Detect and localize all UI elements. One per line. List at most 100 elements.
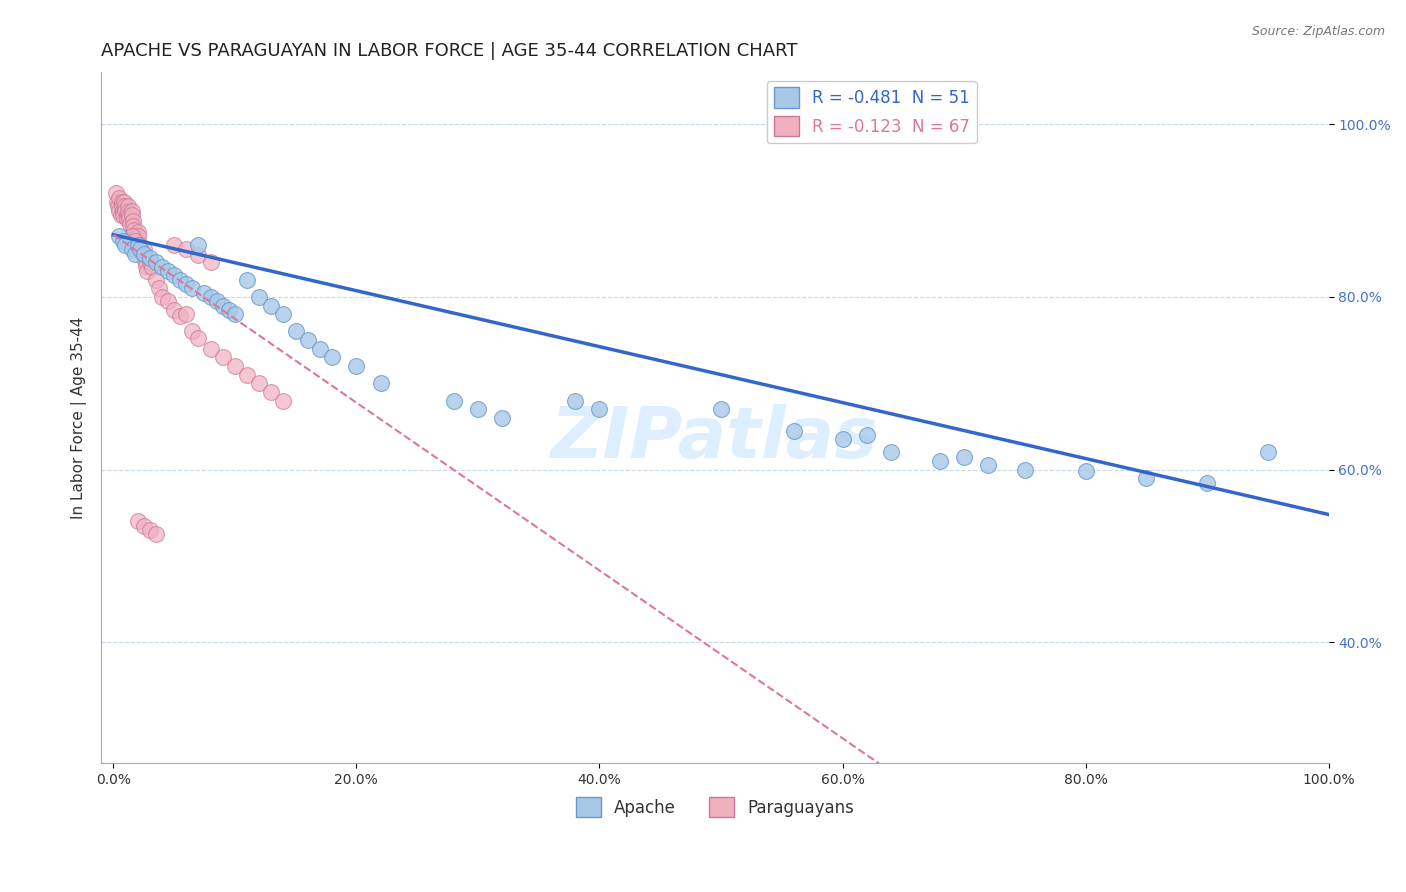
Point	[856, 428, 879, 442]
Point	[150, 260, 173, 274]
Point	[110, 208, 132, 222]
Point	[1197, 475, 1219, 490]
Point	[1014, 462, 1036, 476]
Point	[105, 194, 128, 209]
Point	[129, 240, 152, 254]
Point	[127, 229, 149, 244]
Point	[174, 307, 197, 321]
Point	[141, 260, 163, 274]
Point	[129, 245, 152, 260]
Point	[247, 376, 270, 391]
Point	[132, 248, 155, 262]
Point	[309, 342, 332, 356]
Point	[297, 333, 319, 347]
Point	[121, 229, 143, 244]
Point	[247, 290, 270, 304]
Point	[145, 527, 167, 541]
Point	[121, 203, 143, 218]
Point	[169, 309, 191, 323]
Point	[121, 208, 143, 222]
Point	[1257, 445, 1279, 459]
Point	[124, 246, 146, 260]
Point	[127, 238, 149, 252]
Point	[200, 255, 222, 269]
Point	[236, 368, 259, 382]
Point	[284, 325, 307, 339]
Point	[134, 253, 156, 268]
Point	[145, 272, 167, 286]
Point	[111, 194, 134, 209]
Point	[928, 454, 950, 468]
Point	[124, 227, 146, 242]
Point	[321, 351, 343, 365]
Point	[831, 433, 853, 447]
Point	[260, 299, 283, 313]
Point	[150, 290, 173, 304]
Point	[120, 217, 142, 231]
Point	[783, 424, 806, 438]
Point	[224, 359, 246, 373]
Point	[115, 212, 138, 227]
Point	[112, 194, 135, 209]
Point	[104, 186, 127, 201]
Point	[273, 393, 295, 408]
Point	[193, 285, 215, 300]
Point	[139, 251, 162, 265]
Point	[121, 219, 143, 233]
Point	[114, 238, 136, 252]
Point	[117, 205, 139, 219]
Point	[163, 238, 186, 252]
Point	[107, 199, 129, 213]
Point	[127, 515, 149, 529]
Point	[880, 445, 903, 459]
Point	[132, 243, 155, 257]
Point	[174, 243, 197, 257]
Point	[181, 281, 204, 295]
Point	[156, 264, 179, 278]
Point	[108, 203, 131, 218]
Point	[187, 238, 209, 252]
Legend: Apache, Paraguayans: Apache, Paraguayans	[569, 790, 860, 824]
Point	[211, 299, 233, 313]
Point	[181, 325, 204, 339]
Point	[1074, 464, 1097, 478]
Point	[115, 208, 138, 222]
Point	[163, 302, 186, 317]
Point	[491, 410, 513, 425]
Point	[114, 199, 136, 213]
Point	[129, 238, 152, 252]
Point	[224, 307, 246, 321]
Point	[132, 518, 155, 533]
Point	[108, 191, 131, 205]
Point	[111, 199, 134, 213]
Point	[163, 268, 186, 283]
Text: Source: ZipAtlas.com: Source: ZipAtlas.com	[1251, 25, 1385, 38]
Point	[156, 294, 179, 309]
Point	[467, 402, 489, 417]
Point	[111, 234, 134, 248]
Point	[125, 234, 148, 248]
Point	[211, 351, 233, 365]
Point	[370, 376, 392, 391]
Point	[121, 214, 143, 228]
Point	[260, 384, 283, 399]
Point	[121, 243, 143, 257]
Point	[111, 203, 134, 218]
Point	[111, 208, 134, 222]
Point	[128, 238, 150, 252]
Point	[953, 450, 976, 464]
Point	[108, 229, 131, 244]
Point	[124, 234, 146, 248]
Point	[136, 264, 159, 278]
Point	[145, 255, 167, 269]
Point	[174, 277, 197, 291]
Point	[200, 342, 222, 356]
Point	[132, 246, 155, 260]
Point	[127, 225, 149, 239]
Point	[114, 203, 136, 218]
Point	[135, 259, 157, 273]
Point	[218, 302, 240, 317]
Point	[187, 331, 209, 345]
Point	[124, 231, 146, 245]
Point	[1135, 471, 1157, 485]
